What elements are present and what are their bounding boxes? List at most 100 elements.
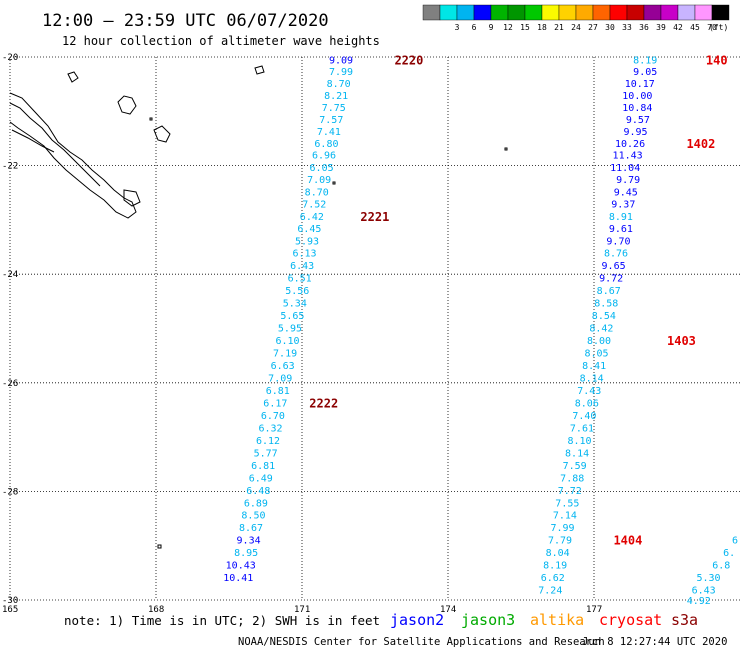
- color-bin: [439, 4, 458, 21]
- color-bin-label: 39: [656, 23, 666, 32]
- wave-height-value: 6.45: [297, 224, 321, 235]
- pass-label: 2222: [309, 396, 338, 410]
- pass-labels: 2220 2221 2222 140 1402 1403 1404: [309, 54, 727, 548]
- mission-legend: jason2 jason3 altika cryosat s3a: [390, 611, 698, 629]
- wave-height-value: 9.09: [329, 56, 353, 67]
- wave-height-value: 10.84: [622, 103, 652, 114]
- wave-height-value: 6.70: [261, 411, 285, 422]
- color-bin-label: 21: [554, 23, 564, 32]
- wave-height-value: 7.14: [553, 511, 577, 522]
- color-bin-label: 3: [455, 23, 460, 32]
- wave-height-value: 8.42: [589, 323, 613, 334]
- pass-label: 1403: [667, 334, 696, 348]
- color-bin-label: 70: [707, 23, 717, 32]
- lat-tick-label: -22: [2, 162, 18, 172]
- map-subtitle: 12 hour collection of altimeter wave hei…: [62, 34, 380, 48]
- wave-height-value: 5.95: [278, 323, 302, 334]
- wave-height-value: 6.43: [290, 261, 314, 272]
- wave-height-value: 7.55: [555, 498, 579, 509]
- wave-height-value: 4.92: [687, 596, 711, 607]
- wave-height-value: 6: [732, 536, 738, 547]
- wave-height-value: 11.43: [613, 151, 643, 162]
- wave-height-value: 9.65: [602, 261, 626, 272]
- color-bin-label: 30: [605, 23, 615, 32]
- wave-height-value: 6.81: [266, 386, 290, 397]
- color-bin-label: 45: [690, 23, 700, 32]
- wave-height-value: 7.19: [273, 348, 297, 359]
- wave-height-value: 9.37: [611, 200, 635, 211]
- lon-tick-label: 174: [440, 605, 456, 615]
- lon-tick-label: 171: [294, 605, 310, 615]
- track-jason3-east: 8.199.0510.1710.0010.849.579.9510.2611.4…: [538, 56, 657, 597]
- wave-height-value: 9.61: [609, 224, 633, 235]
- wave-height-value: 7.59: [563, 461, 587, 472]
- wave-height-value: 6.17: [263, 398, 287, 409]
- color-bin: [456, 4, 475, 21]
- pass-label: 1402: [686, 137, 715, 151]
- color-bin-label: 24: [571, 23, 581, 32]
- lat-tick-label: -24: [2, 270, 18, 280]
- wave-height-value: 6.42: [300, 212, 324, 223]
- wave-height-value: 10.17: [625, 79, 655, 90]
- color-bin: [609, 4, 628, 21]
- wave-height-value: 8.50: [241, 511, 265, 522]
- altimeter-tracks: 9.097.998.708.217.757.577.416.806.966.05…: [223, 56, 738, 607]
- lon-tick-label: 177: [586, 605, 602, 615]
- wave-height-value: 7.09: [307, 175, 331, 186]
- footer-timestamp: Jun 8 12:27:44 UTC 2020: [582, 636, 727, 648]
- mission-cryosat: cryosat: [599, 611, 662, 629]
- lat-tick-label: -26: [2, 379, 18, 389]
- wave-height-value: 7.24: [538, 586, 562, 597]
- color-bin-label: 42: [673, 23, 683, 32]
- wave-height-value: 9.72: [599, 273, 623, 284]
- color-bin-label: 18: [537, 23, 547, 32]
- wave-height-value: 8.10: [567, 436, 591, 447]
- lon-tick-label: 165: [2, 605, 18, 615]
- lat-tick-label: -30: [2, 596, 18, 606]
- wave-height-value: 7.99: [550, 523, 574, 534]
- wave-height-value: 8.00: [587, 336, 611, 347]
- wave-height-value: 7.88: [560, 473, 584, 484]
- wave-height-value: 8.19: [543, 561, 567, 572]
- wave-height-value: 8.76: [604, 248, 628, 259]
- wave-height-value: 9.45: [614, 188, 638, 199]
- color-bin: [626, 4, 645, 21]
- color-bin-label: 9: [489, 23, 494, 32]
- wave-height-value: 8.70: [305, 188, 329, 199]
- wave-height-value: 9.79: [616, 175, 640, 186]
- color-bin-label: 12: [503, 23, 513, 32]
- mission-s3a: s3a: [671, 611, 698, 629]
- color-bin-label: 33: [622, 23, 632, 32]
- color-bin: [677, 4, 696, 21]
- wave-height-value: 10.43: [226, 561, 256, 572]
- wave-height-value: 7.79: [548, 536, 572, 547]
- color-scale-legend: 3 6 9 12 15 18 21 24 27 30 33 36 39 42 45 70(ft): [422, 4, 730, 32]
- color-bin-label: 6: [472, 23, 477, 32]
- wave-height-value: 6.43: [692, 586, 716, 597]
- wave-height-value: 8.67: [239, 523, 263, 534]
- wave-height-value: 6.: [723, 548, 735, 559]
- color-bin: [558, 4, 577, 21]
- color-bin: [592, 4, 611, 21]
- wave-height-value: 6.51: [288, 273, 312, 284]
- track-jason3-west: 9.097.998.708.217.757.577.416.806.966.05…: [223, 56, 353, 584]
- mission-altika: altika: [530, 611, 584, 629]
- lat-tick-label: -28: [2, 487, 18, 497]
- wave-height-value: 6.49: [249, 473, 273, 484]
- footer-credit: NOAA/NESDIS Center for Satellite Applica…: [238, 636, 605, 648]
- color-bin: [660, 4, 679, 21]
- pass-label: 2220: [394, 54, 423, 68]
- wave-height-value: 7.40: [572, 411, 596, 422]
- wave-height-value: 5.93: [295, 237, 319, 248]
- pass-label: 140: [706, 54, 728, 68]
- wave-height-value: 6.62: [541, 573, 565, 584]
- wave-height-value: 7.61: [570, 423, 594, 434]
- wave-height-value: 7.43: [577, 386, 601, 397]
- wave-height-value: 6.10: [275, 336, 299, 347]
- wave-height-value: 8.19: [633, 56, 657, 67]
- color-bin: [473, 4, 492, 21]
- wave-height-value: 8.14: [580, 373, 604, 384]
- wave-height-value: 9.95: [623, 127, 647, 138]
- wave-height-value: 10.26: [615, 139, 645, 150]
- wave-height-value: 6.05: [310, 163, 334, 174]
